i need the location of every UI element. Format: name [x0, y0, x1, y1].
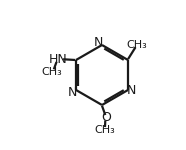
Text: CH₃: CH₃ [127, 40, 147, 50]
Text: CH₃: CH₃ [41, 67, 62, 77]
Text: N: N [127, 84, 136, 96]
Text: CH₃: CH₃ [94, 125, 115, 135]
Text: N: N [68, 86, 77, 99]
Text: N: N [94, 36, 103, 49]
Text: O: O [101, 111, 111, 124]
Text: HN: HN [49, 53, 68, 66]
